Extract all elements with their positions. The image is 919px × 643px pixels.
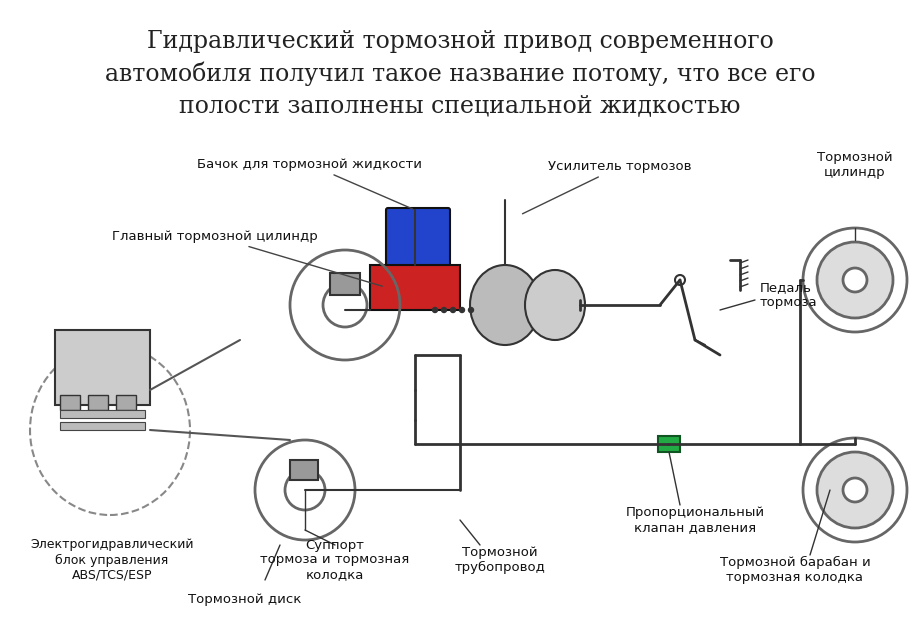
Text: Главный тормозной цилиндр: Главный тормозной цилиндр — [112, 230, 382, 286]
Circle shape — [675, 275, 685, 285]
Ellipse shape — [525, 270, 584, 340]
Text: автомобиля получил такое название потому, что все его: автомобиля получил такое название потому… — [105, 62, 814, 87]
Circle shape — [450, 307, 455, 312]
Bar — [88, 395, 108, 410]
Text: Суппорт
тормоза и тормозная
колодка: Суппорт тормоза и тормозная колодка — [260, 538, 409, 581]
Circle shape — [802, 438, 906, 542]
Circle shape — [459, 307, 464, 312]
Circle shape — [432, 307, 437, 312]
Circle shape — [842, 268, 866, 292]
Circle shape — [468, 307, 473, 312]
Circle shape — [816, 242, 892, 318]
Circle shape — [816, 452, 892, 528]
Text: Педаль
тормоза: Педаль тормоза — [759, 281, 817, 309]
Text: Электрогидравлический
блок управления
ABS/TCS/ESP: Электрогидравлический блок управления AB… — [30, 538, 194, 581]
Bar — [116, 395, 136, 410]
Text: Гидравлический тормозной привод современного: Гидравлический тормозной привод современ… — [146, 30, 773, 53]
Bar — [369, 265, 460, 310]
Bar — [60, 395, 80, 410]
Bar — [330, 273, 359, 295]
Circle shape — [842, 478, 866, 502]
Bar — [657, 436, 679, 452]
Text: Тормозной
трубопровод: Тормозной трубопровод — [454, 546, 545, 574]
Bar — [60, 410, 145, 418]
Text: полости заполнены специальной жидкостью: полости заполнены специальной жидкостью — [179, 94, 740, 117]
Text: Тормозной барабан и
тормозная колодка: Тормозной барабан и тормозная колодка — [719, 556, 869, 584]
Bar — [289, 460, 318, 480]
Ellipse shape — [30, 345, 190, 515]
Bar — [55, 330, 150, 405]
Text: Тормозной
цилиндр: Тормозной цилиндр — [816, 151, 891, 179]
Bar — [60, 422, 145, 430]
Ellipse shape — [470, 265, 539, 345]
Circle shape — [802, 228, 906, 332]
FancyBboxPatch shape — [386, 208, 449, 267]
Text: Бачок для тормозной жидкости: Бачок для тормозной жидкости — [198, 158, 422, 209]
Text: Усилитель тормозов: Усилитель тормозов — [522, 160, 691, 213]
Text: Пропорциональный
клапан давления: Пропорциональный клапан давления — [625, 506, 764, 534]
Circle shape — [441, 307, 446, 312]
Text: Тормозной диск: Тормозной диск — [188, 593, 301, 606]
